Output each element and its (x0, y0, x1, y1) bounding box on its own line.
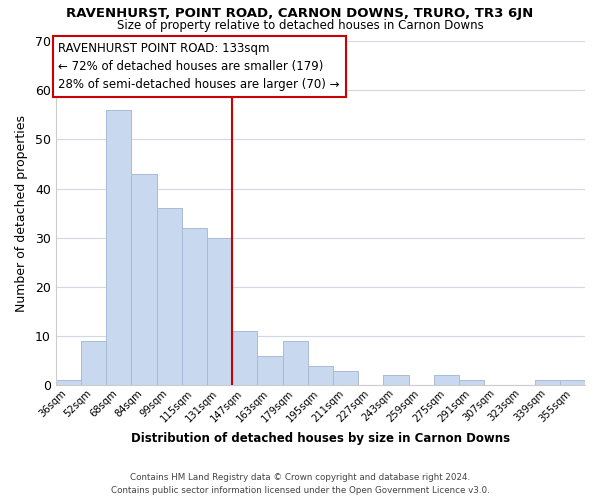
Text: RAVENHURST POINT ROAD: 133sqm
← 72% of detached houses are smaller (179)
28% of : RAVENHURST POINT ROAD: 133sqm ← 72% of d… (58, 42, 340, 90)
X-axis label: Distribution of detached houses by size in Carnon Downs: Distribution of detached houses by size … (131, 432, 510, 445)
Bar (131, 174, 157, 386)
Bar (81, 341, 106, 386)
Bar (207, 238, 232, 386)
Bar (182, 228, 207, 386)
Text: Size of property relative to detached houses in Carnon Downs: Size of property relative to detached ho… (116, 18, 484, 32)
Bar (56, 380, 81, 386)
Bar (560, 380, 585, 386)
Bar (257, 356, 283, 386)
Bar (535, 380, 560, 386)
Bar (459, 380, 484, 386)
Bar (434, 376, 459, 386)
Y-axis label: Number of detached properties: Number of detached properties (15, 114, 28, 312)
Bar (283, 341, 308, 386)
Bar (383, 376, 409, 386)
Text: Contains HM Land Registry data © Crown copyright and database right 2024.
Contai: Contains HM Land Registry data © Crown c… (110, 474, 490, 495)
Bar (333, 370, 358, 386)
Bar (157, 208, 182, 386)
Text: RAVENHURST, POINT ROAD, CARNON DOWNS, TRURO, TR3 6JN: RAVENHURST, POINT ROAD, CARNON DOWNS, TR… (67, 8, 533, 20)
Bar (308, 366, 333, 386)
Bar (106, 110, 131, 386)
Bar (232, 331, 257, 386)
